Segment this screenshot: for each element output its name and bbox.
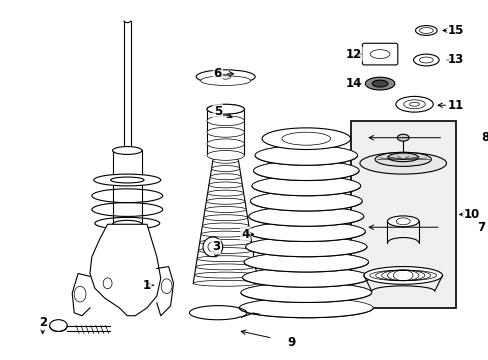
Ellipse shape	[413, 54, 438, 66]
Text: 11: 11	[447, 99, 463, 112]
Ellipse shape	[250, 191, 362, 211]
Ellipse shape	[200, 76, 250, 85]
Ellipse shape	[211, 166, 239, 171]
Text: 3: 3	[211, 240, 220, 253]
Ellipse shape	[363, 266, 442, 284]
Ellipse shape	[49, 320, 67, 332]
Ellipse shape	[253, 161, 358, 180]
Ellipse shape	[247, 222, 365, 242]
Ellipse shape	[198, 248, 252, 253]
Ellipse shape	[387, 153, 418, 162]
Ellipse shape	[212, 157, 238, 163]
FancyBboxPatch shape	[362, 43, 397, 65]
Ellipse shape	[203, 215, 247, 221]
Text: 14: 14	[345, 77, 361, 90]
Ellipse shape	[396, 134, 408, 141]
Text: 13: 13	[447, 54, 463, 67]
Polygon shape	[90, 224, 161, 316]
Ellipse shape	[262, 128, 350, 149]
Ellipse shape	[194, 272, 256, 278]
Text: 6: 6	[213, 67, 222, 80]
Ellipse shape	[201, 231, 250, 237]
Text: 9: 9	[287, 336, 295, 349]
Ellipse shape	[206, 104, 244, 114]
Ellipse shape	[255, 145, 357, 165]
Ellipse shape	[206, 127, 244, 137]
Text: 7: 7	[476, 221, 485, 234]
Ellipse shape	[206, 198, 244, 204]
Text: 10: 10	[463, 208, 479, 221]
Ellipse shape	[202, 223, 248, 229]
Ellipse shape	[210, 174, 241, 180]
Ellipse shape	[206, 116, 244, 126]
Ellipse shape	[241, 283, 371, 302]
Ellipse shape	[204, 207, 246, 212]
Ellipse shape	[248, 207, 363, 226]
Ellipse shape	[206, 150, 244, 160]
Text: 15: 15	[447, 24, 463, 37]
Text: 4: 4	[241, 228, 249, 240]
Ellipse shape	[206, 104, 244, 114]
Ellipse shape	[110, 177, 144, 183]
Ellipse shape	[196, 70, 255, 84]
Ellipse shape	[239, 298, 372, 318]
Ellipse shape	[200, 239, 251, 245]
Text: 8: 8	[480, 131, 488, 144]
Ellipse shape	[244, 252, 368, 272]
Ellipse shape	[251, 176, 360, 196]
Ellipse shape	[193, 280, 258, 286]
Ellipse shape	[242, 267, 369, 287]
Text: 12: 12	[345, 48, 361, 60]
Ellipse shape	[374, 152, 430, 166]
Bar	[350, 121, 455, 308]
Ellipse shape	[208, 182, 242, 188]
Ellipse shape	[395, 96, 432, 112]
Ellipse shape	[365, 77, 394, 90]
Ellipse shape	[371, 80, 387, 87]
Ellipse shape	[207, 190, 243, 196]
Text: 1: 1	[142, 279, 151, 292]
Text: 5: 5	[213, 105, 222, 118]
Ellipse shape	[245, 237, 366, 257]
Ellipse shape	[112, 147, 142, 154]
Ellipse shape	[359, 152, 446, 174]
Ellipse shape	[415, 26, 436, 35]
Ellipse shape	[94, 174, 161, 186]
Text: 2: 2	[39, 316, 47, 329]
Ellipse shape	[206, 139, 244, 149]
Ellipse shape	[386, 216, 418, 227]
Ellipse shape	[203, 237, 222, 257]
Ellipse shape	[195, 264, 255, 270]
Ellipse shape	[197, 256, 254, 262]
